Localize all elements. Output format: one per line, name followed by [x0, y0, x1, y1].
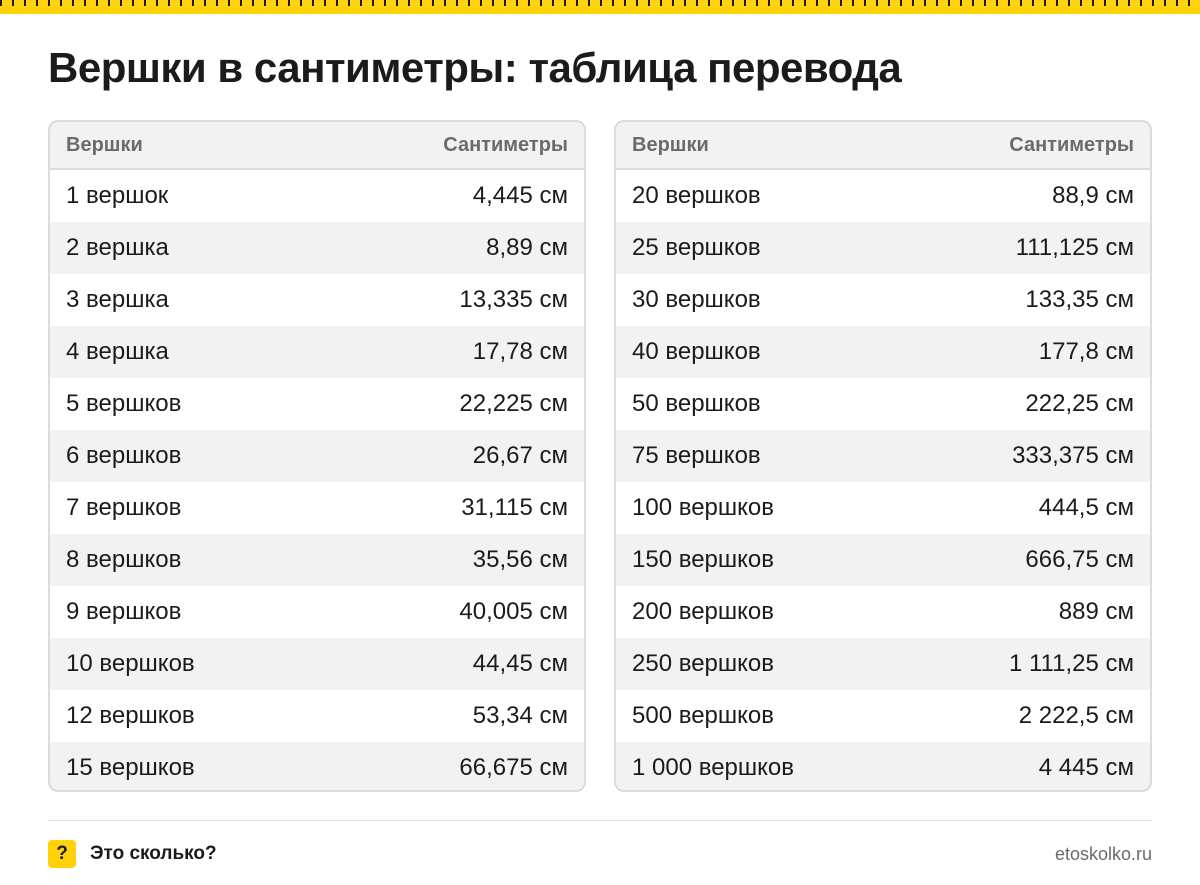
- cm-value: 111,125 см: [1015, 234, 1134, 261]
- table-row: 12 вершков 53,34 см: [50, 690, 584, 742]
- table-row: 75 вершков 333,375 см: [616, 430, 1150, 482]
- cm-value: 333,375 см: [1012, 442, 1134, 469]
- cm-value: 222,25 см: [1025, 390, 1134, 417]
- ruler-decoration: [0, 0, 1200, 14]
- cm-value: 26,67 см: [472, 442, 568, 469]
- cm-value: 4,445 см: [472, 182, 568, 209]
- cm-value: 22,225 см: [459, 390, 568, 417]
- table-row: 9 вершков 40,005 см: [50, 586, 584, 638]
- conversion-table-left: Вершки Сантиметры 1 вершок 4,445 см 2 верш…: [48, 120, 586, 792]
- page-title: Вершки в сантиметры: таблица перевода: [48, 44, 902, 91]
- vershki-value: 50 вершков: [632, 390, 761, 417]
- column-header-cm: Сантиметры: [443, 133, 568, 156]
- table-row: 40 вершков 177,8 см: [616, 326, 1150, 378]
- table-row: 6 вершков 26,67 см: [50, 430, 584, 482]
- footer-divider: [48, 820, 1152, 821]
- cm-value: 53,34 см: [472, 702, 568, 729]
- vershki-value: 1 вершок: [66, 182, 169, 209]
- table-row: 8 вершков 35,56 см: [50, 534, 584, 586]
- cm-value: 8,89 см: [486, 234, 568, 261]
- table-row: 30 вершков 133,35 см: [616, 274, 1150, 326]
- cm-value: 66,675 см: [459, 754, 568, 781]
- vershki-value: 2 вершка: [66, 234, 169, 261]
- table-body: 20 вершков 88,9 см 25 вершков 111,125 см 30 …: [616, 170, 1150, 790]
- vershki-value: 4 вершка: [66, 338, 169, 365]
- vershki-value: 40 вершков: [632, 338, 761, 365]
- cm-value: 31,115 см: [461, 494, 568, 521]
- vershki-value: 200 вершков: [632, 598, 775, 625]
- vershki-value: 9 вершков: [66, 598, 182, 625]
- cm-value: 88,9 см: [1052, 182, 1134, 209]
- table-row: 25 вершков 111,125 см: [616, 222, 1150, 274]
- cm-value: 2 222,5 см: [1018, 702, 1134, 729]
- cm-value: 4 445 см: [1038, 754, 1134, 781]
- vershki-value: 1 000 вершков: [632, 754, 795, 781]
- table-row: 15 вершков 66,675 см: [50, 742, 584, 790]
- vershki-value: 75 вершков: [632, 442, 761, 469]
- table-row: 4 вершка 17,78 см: [50, 326, 584, 378]
- table-row: 2 вершка 8,89 см: [50, 222, 584, 274]
- table-row: 5 вершков 22,225 см: [50, 378, 584, 430]
- brand-name: Это сколько?: [90, 843, 217, 864]
- vershki-value: 8 вершков: [66, 546, 182, 573]
- vershki-value: 7 вершков: [66, 494, 182, 521]
- table-row: 1 000 вершков 4 445 см: [616, 742, 1150, 790]
- vershki-value: 150 вершков: [632, 546, 775, 573]
- cm-value: 133,35 см: [1025, 286, 1134, 313]
- cm-value: 40,005 см: [459, 598, 568, 625]
- table-header: Вершки Сантиметры: [50, 122, 584, 170]
- table-header: Вершки Сантиметры: [616, 122, 1150, 170]
- table-row: 1 вершок 4,445 см: [50, 170, 584, 222]
- table-row: 150 вершков 666,75 см: [616, 534, 1150, 586]
- column-header-vershki: Вершки: [632, 133, 709, 156]
- vershki-value: 12 вершков: [66, 702, 195, 729]
- table-row: 10 вершков 44,45 см: [50, 638, 584, 690]
- vershki-value: 15 вершков: [66, 754, 195, 781]
- table-row: 100 вершков 444,5 см: [616, 482, 1150, 534]
- table-body: 1 вершок 4,445 см 2 вершка 8,89 см 3 вершка 1…: [50, 170, 584, 790]
- conversion-table-right: Вершки Сантиметры 20 вершков 88,9 см 25 ве…: [614, 120, 1152, 792]
- question-mark-icon: ?: [48, 840, 76, 868]
- cm-value: 444,5 см: [1038, 494, 1134, 521]
- table-row: 20 вершков 88,9 см: [616, 170, 1150, 222]
- vershki-value: 10 вершков: [66, 650, 195, 677]
- cm-value: 13,335 см: [459, 286, 568, 313]
- cm-value: 666,75 см: [1025, 546, 1134, 573]
- cm-value: 35,56 см: [472, 546, 568, 573]
- cm-value: 1 111,25 см: [1008, 650, 1134, 677]
- table-row: 50 вершков 222,25 см: [616, 378, 1150, 430]
- cm-value: 17,78 см: [472, 338, 568, 365]
- column-header-cm: Сантиметры: [1009, 133, 1134, 156]
- cm-value: 177,8 см: [1038, 338, 1134, 365]
- vershki-value: 30 вершков: [632, 286, 761, 313]
- column-header-vershki: Вершки: [66, 133, 143, 156]
- vershki-value: 500 вершков: [632, 702, 775, 729]
- vershki-value: 3 вершка: [66, 286, 169, 313]
- table-row: 200 вершков 889 см: [616, 586, 1150, 638]
- cm-value: 44,45 см: [472, 650, 568, 677]
- table-row: 500 вершков 2 222,5 см: [616, 690, 1150, 742]
- vershki-value: 25 вершков: [632, 234, 761, 261]
- vershki-value: 250 вершков: [632, 650, 775, 677]
- vershki-value: 6 вершков: [66, 442, 182, 469]
- table-row: 250 вершков 1 111,25 см: [616, 638, 1150, 690]
- table-row: 7 вершков 31,115 см: [50, 482, 584, 534]
- vershki-value: 100 вершков: [632, 494, 775, 521]
- vershki-value: 20 вершков: [632, 182, 761, 209]
- table-row: 3 вершка 13,335 см: [50, 274, 584, 326]
- vershki-value: 5 вершков: [66, 390, 182, 417]
- cm-value: 889 см: [1058, 598, 1134, 625]
- site-url[interactable]: etoskolko.ru: [1054, 844, 1152, 864]
